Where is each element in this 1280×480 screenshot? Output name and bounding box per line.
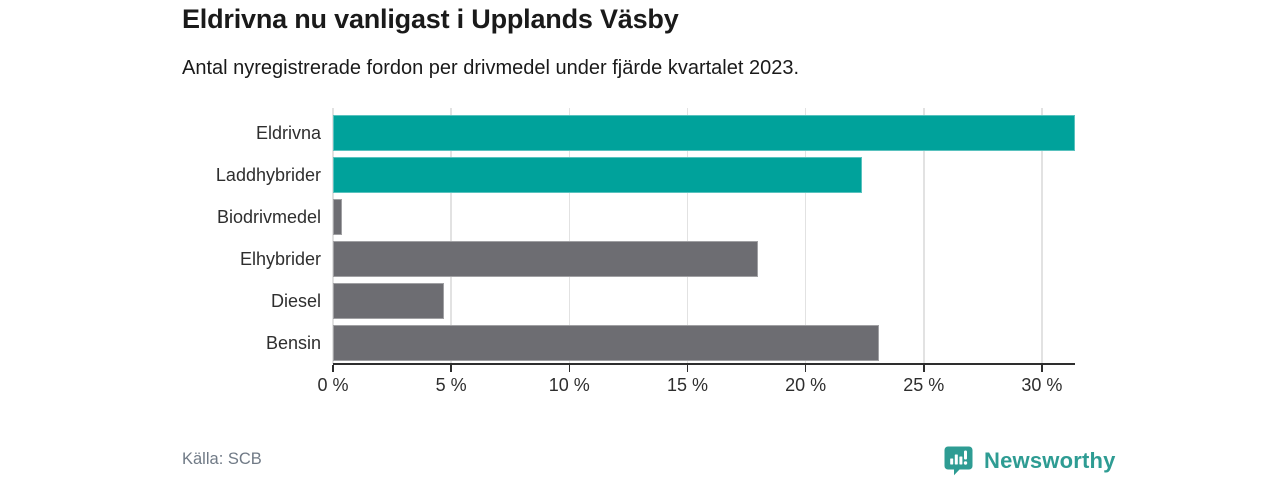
bar xyxy=(333,199,343,235)
category-label: Eldrivna xyxy=(255,123,321,143)
bar xyxy=(333,283,445,319)
x-axis: 0 % 5 % 10 % 15 % 20 % 25 % 30 % xyxy=(317,363,1075,408)
gridline xyxy=(686,108,689,364)
page-title: Eldrivna nu vanligast i Upplands Väsby xyxy=(182,4,679,34)
x-tick-label: 20 % xyxy=(785,375,827,395)
gridline xyxy=(450,108,452,364)
x-tick-label: 5 % xyxy=(435,375,467,395)
category-label: Elhybrider xyxy=(239,249,321,269)
plot-area xyxy=(332,108,1075,364)
x-axis-tick xyxy=(923,365,925,372)
x-axis-tick xyxy=(804,365,807,372)
category-labels: Eldrivna Laddhybrider Biodrivmedel Elhybrid… xyxy=(182,108,321,364)
gridline xyxy=(804,108,807,364)
gridline xyxy=(1041,108,1043,364)
x-tick-label: 30 % xyxy=(1021,375,1063,395)
category-label: Biodrivmedel xyxy=(216,207,321,227)
x-axis-tick xyxy=(1041,365,1043,372)
x-axis-tick xyxy=(686,365,689,372)
bar xyxy=(333,241,759,277)
x-tick-label: 15 % xyxy=(666,375,708,395)
chart-subtitle: Antal nyregistrerade fordon per drivmede… xyxy=(182,57,800,79)
gridline xyxy=(568,108,571,364)
newsworthy-logo: Newsworthy xyxy=(942,444,1116,477)
x-axis-tick xyxy=(568,365,571,372)
gridline xyxy=(332,108,334,364)
category-label: Diesel xyxy=(270,291,321,311)
source-text: Källa: SCB xyxy=(182,450,262,468)
x-tick-label: 10 % xyxy=(548,375,590,395)
x-tick-label: 0 % xyxy=(317,375,349,395)
x-axis-tick xyxy=(450,365,452,372)
category-label: Laddhybrider xyxy=(215,165,321,185)
category-label: Bensin xyxy=(265,333,321,353)
newsworthy-logo-icon xyxy=(942,444,975,477)
x-axis-tick xyxy=(332,365,334,372)
x-tick-label: 25 % xyxy=(903,375,945,395)
bar xyxy=(333,157,863,193)
bar xyxy=(333,115,1075,151)
newsworthy-logo-text: Newsworthy xyxy=(984,447,1116,473)
x-axis-line xyxy=(333,363,1075,365)
gridline xyxy=(923,108,925,364)
bar xyxy=(333,325,879,361)
